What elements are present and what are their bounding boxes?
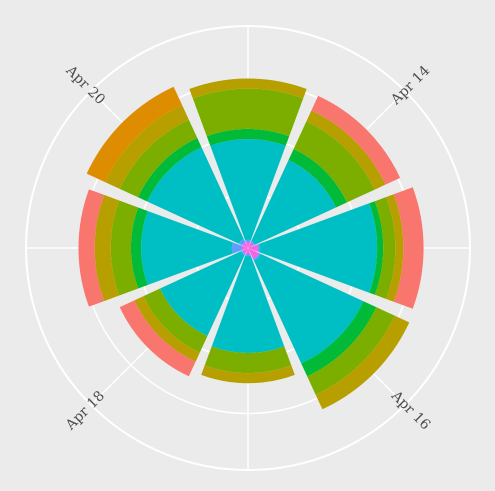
bar-segment bbox=[105, 105, 189, 189]
bar-segment bbox=[130, 207, 148, 289]
bar-segment bbox=[293, 121, 375, 203]
bar-segment bbox=[119, 119, 198, 198]
bar-segment bbox=[315, 315, 410, 410]
bar-segment bbox=[306, 110, 386, 190]
bar-segment bbox=[238, 238, 246, 246]
bar-segment bbox=[141, 210, 233, 286]
bar-segment bbox=[240, 250, 246, 256]
bar-segment bbox=[201, 365, 295, 384]
bar-segment bbox=[311, 95, 401, 185]
bar-segment bbox=[241, 245, 248, 251]
bars bbox=[78, 78, 424, 410]
bar-segment bbox=[86, 86, 183, 183]
bar-segment bbox=[242, 242, 248, 248]
bar-segment bbox=[192, 88, 304, 137]
bar-segment bbox=[231, 242, 243, 254]
bar-segment bbox=[147, 147, 244, 244]
bar-segment bbox=[288, 149, 347, 208]
bar-segment bbox=[248, 242, 254, 248]
bar-segment bbox=[301, 301, 377, 377]
bar-segment bbox=[250, 240, 256, 246]
bar-segment bbox=[257, 243, 261, 253]
bar-segment bbox=[259, 203, 378, 293]
bar-segment bbox=[253, 253, 364, 364]
bar-segment bbox=[374, 197, 396, 299]
bar-segment bbox=[160, 251, 245, 336]
bar-segment bbox=[245, 253, 251, 257]
bar-segment bbox=[143, 288, 208, 353]
bar-segment bbox=[248, 248, 259, 259]
bar-segment bbox=[189, 78, 307, 99]
bar-segment bbox=[138, 138, 202, 202]
bar-segment bbox=[245, 239, 251, 243]
bar-segment bbox=[307, 307, 395, 395]
bar-segment bbox=[210, 139, 286, 241]
bar-segment bbox=[119, 300, 196, 377]
bar-segment bbox=[211, 255, 285, 353]
bar-segment bbox=[386, 194, 404, 302]
bar-segment bbox=[245, 248, 251, 255]
bar-segment bbox=[251, 160, 336, 245]
bar-segment bbox=[242, 248, 248, 254]
bar-segment bbox=[393, 187, 424, 309]
bar-segment bbox=[204, 346, 292, 374]
bar-segment bbox=[110, 200, 139, 296]
bar-segment bbox=[369, 201, 384, 295]
bar-segment bbox=[206, 128, 290, 146]
bar-segment bbox=[134, 296, 200, 362]
bar-segment bbox=[245, 241, 251, 248]
bar-segment bbox=[78, 189, 105, 307]
bar-segment bbox=[94, 194, 120, 302]
bar-segment bbox=[253, 253, 261, 261]
bar-segment bbox=[248, 244, 259, 252]
